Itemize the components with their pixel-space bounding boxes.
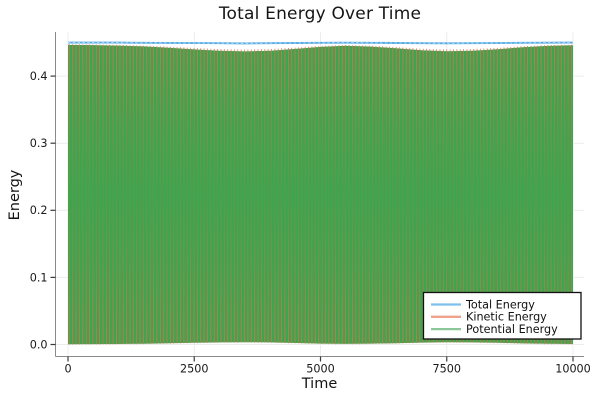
legend-label-potential-energy: Potential Energy [466, 323, 558, 336]
total-energy-line [68, 41, 574, 45]
x-axis-label: Time [301, 376, 338, 392]
y-axis-tick-label: 0.3 [30, 137, 48, 150]
x-axis-tick-label: 10000 [555, 363, 591, 376]
y-axis-tick-label: 0.0 [30, 338, 48, 351]
y-axis-tick-label: 0.2 [30, 204, 48, 217]
legend-label-kinetic-energy: Kinetic Energy [466, 311, 547, 324]
y-axis-label: Energy [7, 169, 23, 221]
y-axis-tick-label: 0.1 [30, 271, 48, 284]
y-axis-tick-label: 0.4 [30, 70, 48, 83]
x-axis-tick-label: 7500 [433, 363, 461, 376]
kinetic-energy-stripes [68, 44, 572, 345]
x-axis-tick-label: 0 [64, 363, 71, 376]
legend-label-total-energy: Total Energy [465, 298, 535, 311]
chart-title: Total Energy Over Time [218, 4, 422, 24]
x-axis-tick-label: 2500 [180, 363, 208, 376]
x-axis-tick-label: 5000 [306, 363, 334, 376]
